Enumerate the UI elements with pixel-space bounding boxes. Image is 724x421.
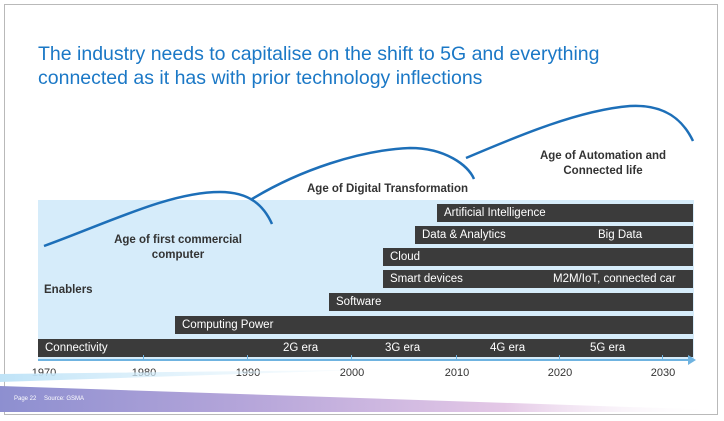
tick-1980 [143,355,144,361]
bar-cloud-label: Cloud [390,251,421,263]
age-label-automation-line2: Connected life [563,165,643,177]
tick-2010 [456,355,457,361]
year-2010: 2010 [444,367,470,379]
timeline-arrow-icon [688,355,696,365]
tick-1990 [247,355,248,361]
bar-big-data-label: Big Data [598,229,643,241]
bar-artificial-intelligence: Artificial Intelligence [437,204,693,222]
age-label-first-computer-line2: computer [151,249,205,261]
tick-2020 [559,355,560,361]
footer-page-number: Page 22 [14,396,37,402]
age-label-digital-transformation: Age of Digital Transformation [300,182,475,197]
title-line-2: connected as it has with prior technolog… [38,67,483,89]
year-2020: 2020 [547,367,573,379]
footer-source: Source: GSMA [44,396,85,402]
age-curve-automation [465,104,695,160]
bar-software-label: Software [336,296,382,308]
age-curve-first-computer [43,190,274,248]
enablers-label: Enablers [44,284,93,296]
bar-artificial-intelligence-label: Artificial Intelligence [444,207,546,219]
timeline-axis [38,359,690,361]
bar-software: Software [329,293,693,311]
age-label-first-computer-line1: Age of first commercial [114,234,242,246]
year-2030: 2030 [650,367,676,379]
bar-smart-devices: Smart devices M2M/IoT, connected car [383,270,693,288]
title-line-1: The industry needs to capitalise on the … [38,43,600,65]
era-5g: 5G era [590,342,626,354]
slide-title: The industry needs to capitalise on the … [38,42,678,90]
bar-connectivity-label: Connectivity [45,342,108,354]
age-curve-digital-transformation [251,146,476,201]
tick-2000 [351,355,352,361]
bar-smart-devices-label: Smart devices [390,273,463,285]
bar-data-analytics-label: Data & Analytics [422,229,506,241]
bar-computing-power-label: Computing Power [182,319,274,331]
era-3g: 3G era [385,342,421,354]
bar-data-analytics: Data & Analytics Big Data [415,226,693,244]
footer: Page 22 Source: GSMA [14,396,90,402]
bar-connectivity: Connectivity 2G era 3G era 4G era 5G era [38,339,693,357]
tick-2030 [662,355,663,361]
bar-m2m-label: M2M/IoT, connected car [553,273,676,285]
era-2g: 2G era [283,342,319,354]
footer-decoration [0,368,720,412]
age-label-automation: Age of Automation and Connected life [530,149,676,179]
bar-cloud: Cloud [383,248,693,266]
age-label-first-computer: Age of first commercial computer [108,233,248,263]
era-4g: 4G era [490,342,526,354]
bar-computing-power: Computing Power [175,316,693,334]
age-label-automation-line1: Age of Automation and [539,150,667,162]
age-label-digital-transformation-line1: Age of Digital Transformation [306,183,468,195]
slide-frame [4,4,718,415]
